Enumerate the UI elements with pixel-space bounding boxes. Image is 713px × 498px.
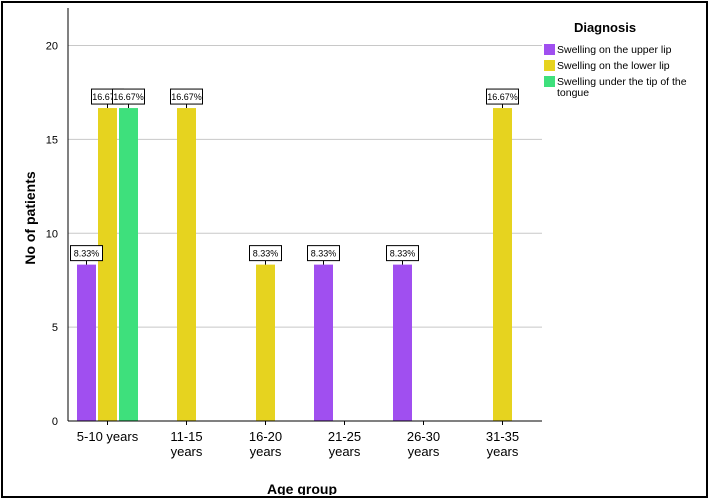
data-label: 8.33% [390, 249, 416, 259]
data-label: 16.67% [171, 92, 202, 102]
x-tick-label: 21-25 years [328, 429, 361, 459]
data-label: 8.33% [311, 249, 337, 259]
legend-label: Swelling under the tip of the tongue [557, 76, 687, 99]
x-axis-title: Age group [267, 481, 337, 495]
bar [314, 264, 333, 421]
y-tick-label: 20 [46, 41, 58, 53]
legend-swatch [544, 76, 555, 87]
x-tick-label: 11-15 years [170, 429, 203, 459]
x-tick-label: 16-20 years [249, 429, 282, 459]
data-labels-layer: 8.33%16.67%16.67% 16.67%8.33% 8.33% 8.33%16… [70, 88, 519, 265]
grid-layer [68, 45, 542, 328]
bar [256, 264, 275, 421]
y-tick-label: 10 [46, 228, 58, 240]
data-label: 16.67% [487, 92, 518, 102]
data-label: 16.67% [113, 92, 144, 102]
x-tick-label: 31-35 years [486, 429, 519, 459]
y-axis-title: No of patients [22, 171, 38, 265]
bar [98, 108, 117, 421]
y-tick-label: 5 [52, 322, 58, 334]
bar [393, 264, 412, 421]
legend-swatch [544, 44, 555, 55]
data-label: 16.67% [92, 92, 123, 102]
x-tick-label: 26-30 years [407, 429, 440, 459]
legend-label: Swelling on the lower lip [557, 60, 670, 72]
bars-layer [77, 108, 512, 421]
data-label: 8.33% [253, 249, 279, 259]
data-label: 8.33% [74, 249, 100, 259]
legend-swatch [544, 60, 555, 71]
axis-layer: 0 5 10 15 20 5-10 years 11-15 years 16-20 years 21… [46, 8, 542, 459]
x-tick-label: 5-10 years [77, 429, 139, 444]
legend-title: Diagnosis [574, 20, 636, 35]
bar [177, 108, 196, 421]
legend-label: Swelling on the upper lip [557, 44, 672, 56]
y-tick-label: 0 [52, 416, 58, 428]
bar [77, 264, 96, 421]
y-tick-label: 15 [46, 134, 58, 146]
bar [119, 108, 138, 421]
bar [493, 108, 512, 421]
legend: Diagnosis Swelling on the upper lip Swelli… [544, 20, 687, 99]
